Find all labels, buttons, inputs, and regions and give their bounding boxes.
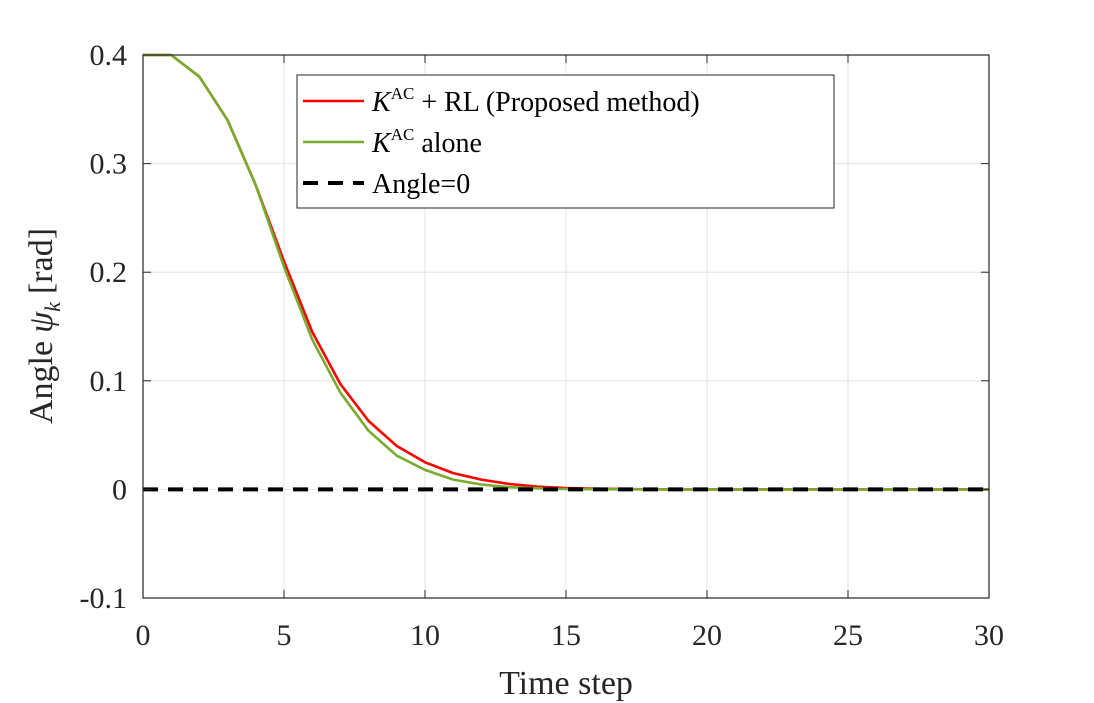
series-lines xyxy=(143,53,989,492)
y-tick-label: 0.2 xyxy=(90,256,128,289)
x-tick-labels: 0 5 10 15 20 25 30 xyxy=(136,619,1005,652)
y-tick-labels: -0.1 0 0.1 0.2 0.3 0.4 xyxy=(80,39,128,615)
legend-label-1: KAC + RL (Proposed method) xyxy=(371,84,700,118)
y-tick-label: 0.4 xyxy=(90,39,128,72)
y-axis-label: Angleψk[rad] xyxy=(23,228,65,424)
x-tick-label: 5 xyxy=(277,619,292,652)
legend-label-3: Angle=0 xyxy=(372,169,470,200)
y-tick-label: -0.1 xyxy=(80,582,128,615)
x-axis-label: Time step xyxy=(499,665,633,702)
axis-ticks xyxy=(142,54,990,599)
legend: KAC + RL (Proposed method) KAC alone Angle… xyxy=(296,74,835,209)
x-tick-label: 30 xyxy=(974,619,1004,652)
legend-label-2: KAC alone xyxy=(371,125,482,159)
x-tick-label: 15 xyxy=(551,619,581,652)
legend-box xyxy=(296,74,835,209)
y-tick-label: 0 xyxy=(112,473,127,506)
legend-items: KAC + RL (Proposed method) KAC alone Angle… xyxy=(303,84,700,200)
y-tick-label: 0.1 xyxy=(90,365,128,398)
x-tick-label: 10 xyxy=(410,619,440,652)
x-tick-label: 20 xyxy=(692,619,722,652)
y-tick-label: 0.3 xyxy=(90,148,128,181)
x-tick-label: 25 xyxy=(833,619,863,652)
x-tick-label: 0 xyxy=(136,619,151,652)
